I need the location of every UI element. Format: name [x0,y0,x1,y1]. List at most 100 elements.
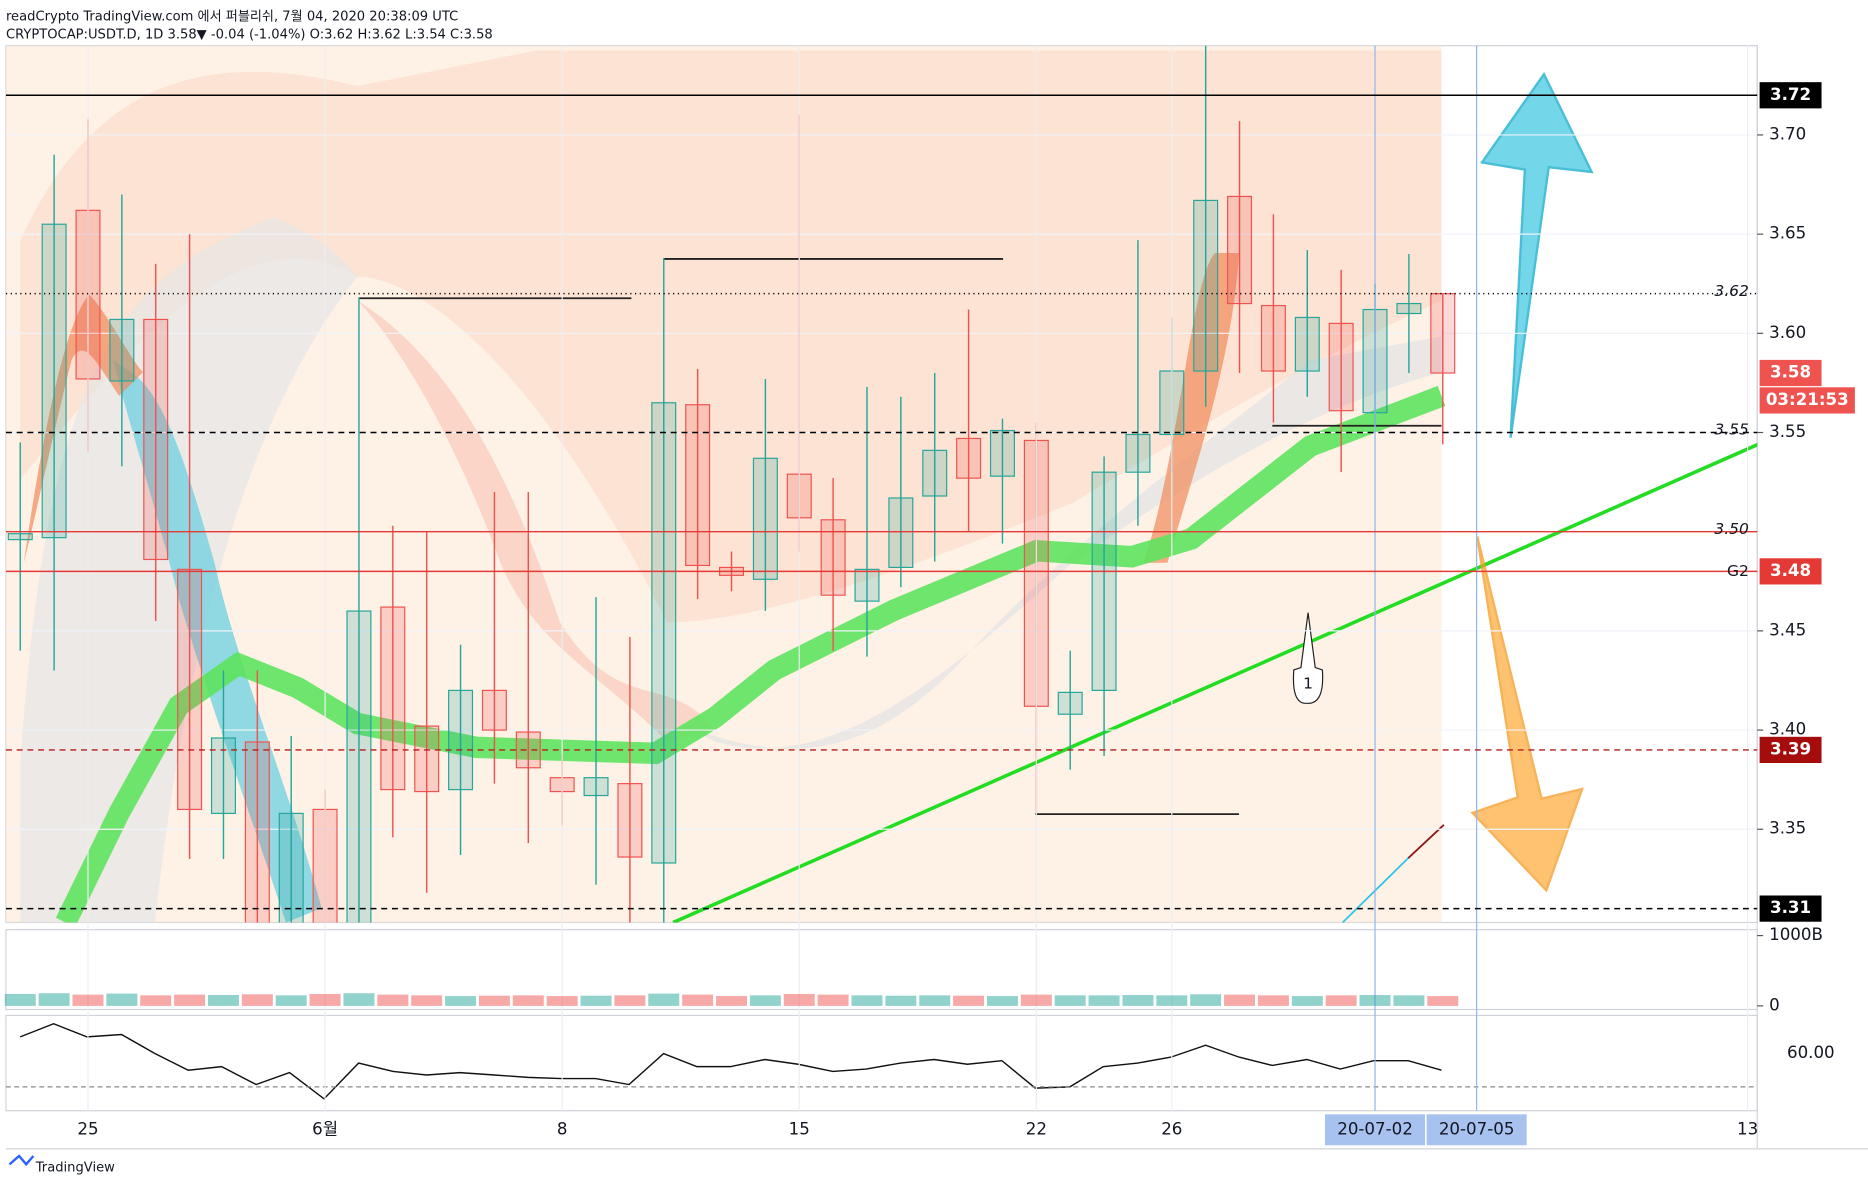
volume-bar [512,995,544,1006]
volume-bar [953,995,985,1006]
volume-bar [1427,996,1459,1006]
volume-bar [4,993,36,1006]
callout [1292,612,1324,704]
price-tag [1759,558,1822,585]
volume-bar [140,995,172,1006]
candle-body [380,606,406,791]
volume-tick-label: 0 [1769,995,1780,1014]
volume-bar [275,995,307,1006]
x-tick-label: 13 [1737,1119,1758,1138]
down-arrow [1470,536,1584,893]
volume-bar [783,993,815,1006]
candle-body [143,318,169,561]
countdown-box [1759,387,1855,414]
candle-body [109,318,135,382]
candle-body [956,437,982,479]
volume-bar [1291,996,1323,1006]
candle-body [1396,302,1422,315]
x-tick-label: 25 [77,1119,98,1138]
candle-body [278,812,304,923]
volume-bar [1054,995,1086,1006]
ribbon-orange-2 [1143,252,1239,563]
x-tick-label: 15 [789,1119,810,1138]
x-label-highlight [1324,1114,1426,1146]
volume-bar [72,994,104,1006]
candle-body [854,568,880,602]
callout-text: 1 [1303,675,1313,693]
y-tick-label: 3.45 [1769,620,1806,639]
volume-bar [411,995,443,1006]
brand: TradingView [35,1160,115,1175]
level-label: 3.62 [1714,282,1748,300]
volume-bar [851,995,883,1006]
volume-bar [343,993,375,1006]
candle-body [414,725,440,793]
x-tick-label: 8 [557,1119,568,1138]
candle-body [617,783,643,858]
ribbon-orange [23,294,143,563]
volume-bar [1224,994,1256,1006]
volume-bar [1088,995,1120,1006]
volume-bar [817,994,849,1006]
candle-body [1057,691,1083,715]
candle-body [177,568,203,811]
price-tag [1759,895,1822,922]
volume-bar [478,995,510,1006]
volume-bar [682,994,714,1006]
ribbon-red [357,300,715,742]
volume-bar [38,993,70,1006]
candle-body [1430,293,1456,374]
candle-body [7,533,33,541]
candle-body [1260,304,1286,372]
rsi-line [19,1022,1442,1100]
candle-body [685,404,711,567]
y-tick-label: 3.40 [1769,720,1806,739]
y-tick-label: 3.60 [1769,323,1806,342]
volume-bar [648,993,680,1006]
candle-body [583,777,609,797]
price-tag-label: 3.72 [1770,85,1811,104]
x-label-highlight [1426,1114,1527,1146]
price-tag-label: 3.58 [1770,362,1811,381]
candle-body [1227,195,1253,305]
volume-bar [546,996,578,1006]
candle-body [1091,471,1117,691]
volume-bar [614,995,646,1006]
volume-bar [1393,995,1425,1006]
candle-body [752,457,778,580]
x-tick-label: 20-07-02 [1337,1119,1413,1138]
x-tick-label: 22 [1026,1119,1047,1138]
publisher-line: readCrypto TradingView.com 에서 퍼블리쉬, 7월 0… [6,9,458,25]
candle-body [922,449,948,497]
rsi-tick-label: 60.00 [1787,1043,1835,1062]
volume-bar [1156,995,1188,1006]
symbol-line: CRYPTOCAP:USDT.D, 1D 3.58▼ -0.04 (-1.04%… [6,27,493,42]
volume-bar [749,995,781,1006]
candle-body [448,689,474,791]
volume-bar [1359,994,1391,1006]
volume-bar [1325,995,1357,1006]
volume-bar [885,995,917,1006]
countdown: 03:21:53 [1766,390,1849,409]
level-label: 3.55 [1714,421,1748,439]
y-tick-label: 3.55 [1769,422,1806,441]
volume-bar [106,993,138,1006]
volume-bar [445,996,477,1006]
candle-body [41,223,67,539]
ema-ribbon [55,385,1446,923]
volume-bar [377,994,409,1006]
cloud-upper [20,50,1442,623]
y-tick-label: 3.35 [1769,819,1806,838]
volume-bar [986,996,1018,1006]
price-tag-label: 3.48 [1770,561,1811,580]
level-label: 3.50 [1714,520,1749,538]
up-arrow [1479,71,1594,438]
volume-bar [309,993,341,1006]
level-name: G2 [1727,562,1749,580]
segment-line [1407,824,1445,859]
x-tick-label: 26 [1161,1119,1182,1138]
candle-body [651,402,677,864]
volume-bar [241,994,273,1006]
price-tag-label: 3.31 [1770,898,1811,917]
